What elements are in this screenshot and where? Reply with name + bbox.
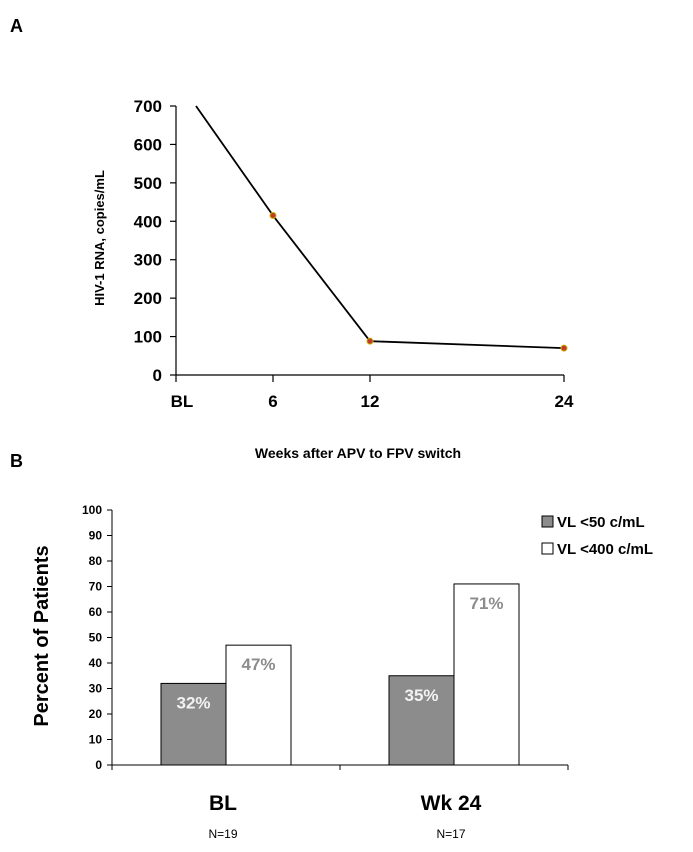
panel-b-letter: B xyxy=(10,451,23,471)
panel-a-x-axis-title: Weeks after APV to FPV switch xyxy=(255,445,461,461)
panel-a-line-segment xyxy=(369,340,565,349)
panel-b-legend: VL <50 c/mL VL <400 c/mL xyxy=(541,514,653,558)
panel-a-y-tick-label: 400 xyxy=(134,212,162,231)
panel-b-bar xyxy=(453,583,520,766)
panel-b-bar xyxy=(388,675,455,766)
panel-a-line-segment xyxy=(272,214,371,342)
panel-b-legend-swatch xyxy=(541,542,554,555)
panel-b-y-tick-label: 100 xyxy=(82,503,102,517)
panel-b-legend-label: VL <400 c/mL xyxy=(557,541,653,558)
panel-a-y-tick-label: 500 xyxy=(134,174,162,193)
panel-b-y-tick-label: 70 xyxy=(89,580,103,594)
panel-b-bars: 32% 47% 35% 71% xyxy=(160,583,520,766)
panel-b-data-label: 35% xyxy=(404,686,438,705)
panel-a-data-point xyxy=(560,344,568,352)
panel-b-y-tick-label: 30 xyxy=(89,682,103,696)
panel-b: B Percent of Patients 0 10 20 30 40 50 60 70 80 9… xyxy=(10,451,653,841)
panel-b-data-label: 32% xyxy=(176,693,210,712)
panel-b-y-axis-title: Percent of Patients xyxy=(31,545,53,726)
panel-b-group-labels: BL N=19 Wk 24 N=17 xyxy=(208,792,481,841)
panel-a-data-point xyxy=(366,337,374,345)
panel-a-line-segment xyxy=(195,105,274,217)
panel-b-y-tick-label: 80 xyxy=(89,554,103,568)
panel-a-x-ticks: BL 6 12 24 xyxy=(171,375,574,411)
panel-a-data-point xyxy=(269,212,277,220)
panel-b-legend-label: VL <50 c/mL xyxy=(557,514,645,531)
panel-b-y-tick-label: 0 xyxy=(95,758,102,772)
panel-a-y-tick-label: 0 xyxy=(153,366,162,385)
panel-b-y-ticks: 0 10 20 30 40 50 60 70 80 90 100 xyxy=(82,503,112,772)
panel-a-y-tick-label: 100 xyxy=(134,328,162,347)
panel-a-y-tick-label: 300 xyxy=(134,251,162,270)
panel-b-y-tick-label: 60 xyxy=(89,605,103,619)
panel-a-y-tick-label: 700 xyxy=(134,97,162,116)
panel-b-n-label: N=17 xyxy=(436,827,465,841)
panel-a-y-tick-label: 600 xyxy=(134,135,162,154)
panel-a-x-tick-label: 12 xyxy=(361,392,380,411)
panel-a-x-tick-label: BL xyxy=(171,392,194,411)
panel-a-x-tick-label: 24 xyxy=(555,392,574,411)
panel-a-x-tick-label: 6 xyxy=(268,392,277,411)
panel-b-y-tick-label: 50 xyxy=(89,631,103,645)
panel-b-category-label: Wk 24 xyxy=(421,792,482,815)
panel-b-data-label: 71% xyxy=(469,594,503,613)
panel-a-y-ticks: 0 100 200 300 400 500 600 700 xyxy=(134,97,176,385)
panel-b-y-tick-label: 10 xyxy=(89,733,103,747)
panel-b-x-ticks xyxy=(111,765,569,770)
panel-b-data-label: 47% xyxy=(241,655,275,674)
panel-b-legend-swatch xyxy=(541,515,554,528)
panel-a-series xyxy=(195,105,568,352)
panel-b-bar xyxy=(225,644,292,766)
panel-b-n-label: N=19 xyxy=(208,827,237,841)
panel-b-y-tick-label: 20 xyxy=(89,707,103,721)
panel-a-y-axis-title: HIV-1 RNA, copies/mL xyxy=(92,170,107,306)
panel-b-category-label: BL xyxy=(209,792,237,815)
panel-a-y-tick-label: 200 xyxy=(134,289,162,308)
panel-b-y-tick-label: 90 xyxy=(89,529,103,543)
panel-b-y-tick-label: 40 xyxy=(89,656,103,670)
panel-a: A HIV-1 RNA, copies/mL Weeks after APV t… xyxy=(10,16,574,461)
panel-a-letter: A xyxy=(10,16,23,36)
